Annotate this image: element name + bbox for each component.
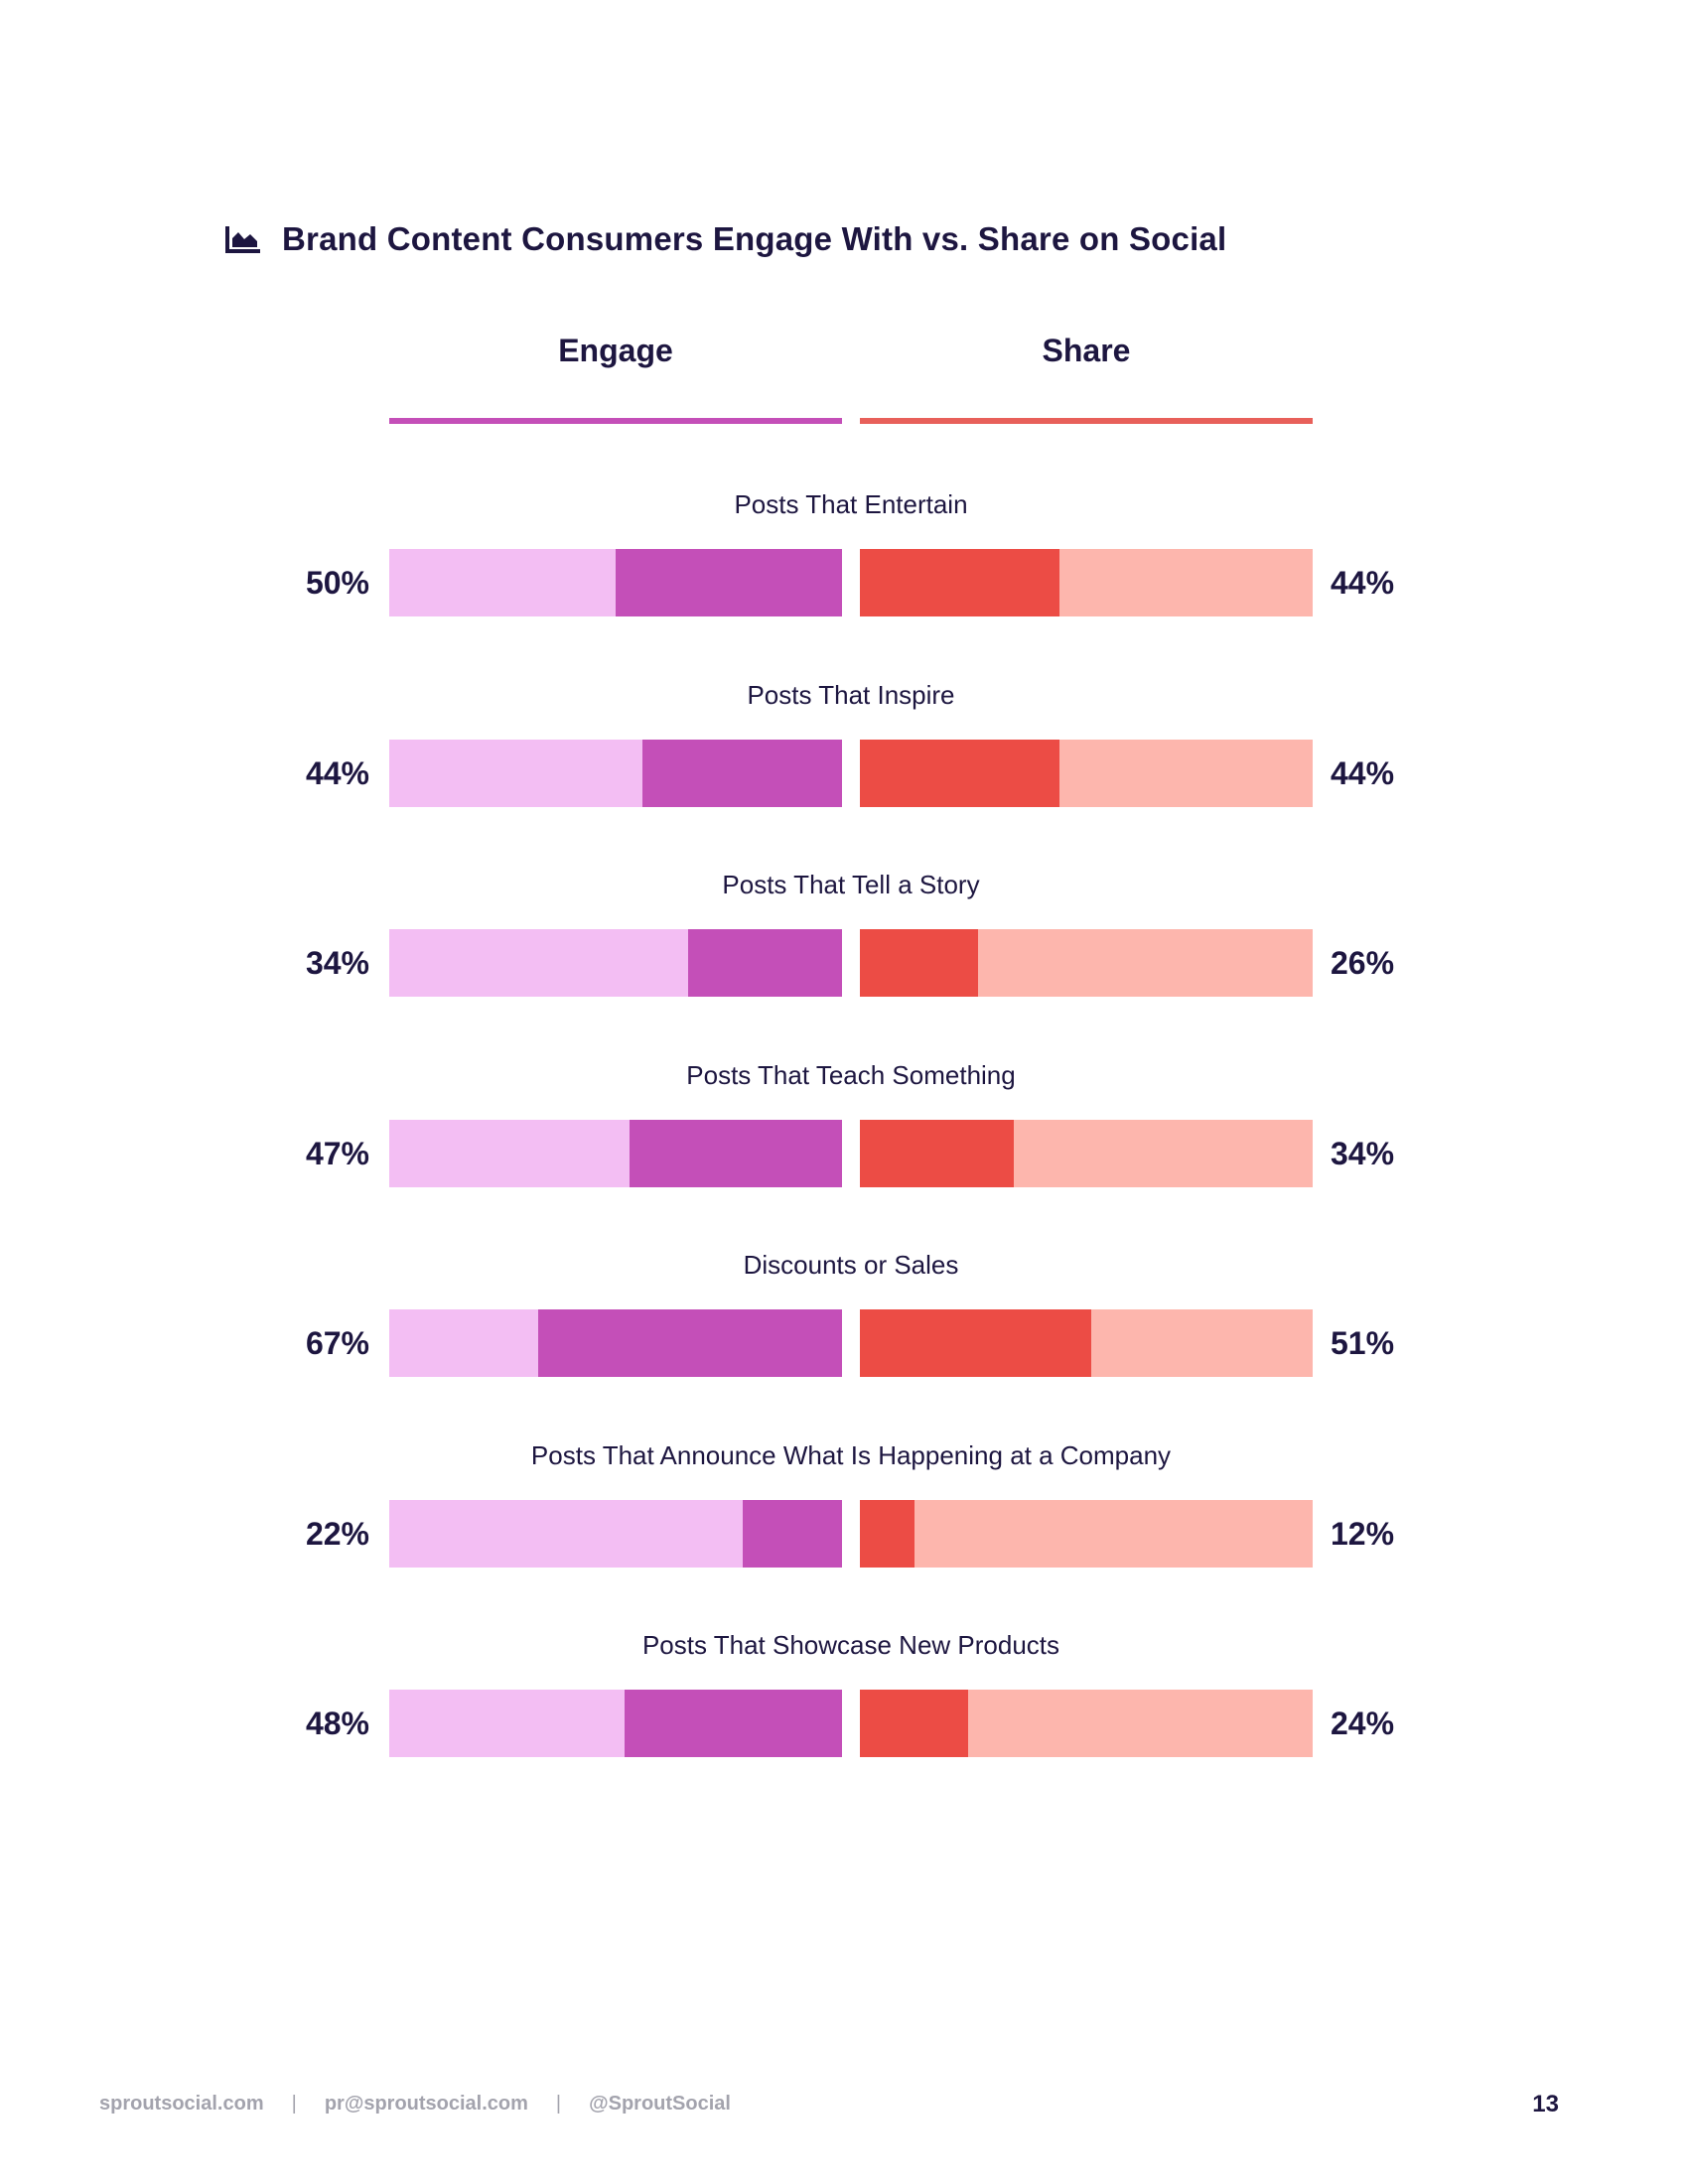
- area-chart-icon: [225, 226, 260, 253]
- footer-separator: |: [291, 2093, 297, 2115]
- share-value-label: 34%: [1331, 1136, 1395, 1171]
- legend-share-line: [860, 418, 1313, 424]
- chart-title: Brand Content Consumers Engage With vs. …: [282, 220, 1227, 257]
- share-bar: [860, 1500, 914, 1568]
- footer-handle[interactable]: @SproutSocial: [589, 2093, 731, 2115]
- share-bar: [860, 549, 1059, 616]
- engage-bar: [538, 1309, 842, 1377]
- engage-value-label: 67%: [305, 1325, 369, 1361]
- share-value-label: 51%: [1331, 1325, 1395, 1361]
- share-bar: [860, 1690, 968, 1757]
- share-bar: [860, 740, 1059, 807]
- category-label: Posts That Teach Something: [686, 1060, 1016, 1090]
- share-value-label: 44%: [1331, 755, 1395, 791]
- category-label: Posts That Entertain: [734, 489, 968, 519]
- engage-bar: [630, 1120, 842, 1187]
- engage-value-label: 47%: [305, 1136, 369, 1171]
- engage-bar: [642, 740, 842, 807]
- footer-separator: |: [555, 2093, 562, 2115]
- category-label: Posts That Inspire: [747, 680, 955, 710]
- engage-value-label: 22%: [305, 1516, 369, 1552]
- category-label: Posts That Tell a Story: [722, 870, 980, 899]
- engage-value-label: 34%: [305, 945, 369, 981]
- engage-bar: [688, 929, 842, 997]
- engage-bar: [625, 1690, 842, 1757]
- share-value-label: 44%: [1331, 565, 1395, 601]
- legend-engage-label: Engage: [558, 333, 673, 368]
- legend-share-label: Share: [1042, 333, 1131, 368]
- engage-bar: [616, 549, 842, 616]
- share-bar: [860, 929, 978, 997]
- chart-title-row: Brand Content Consumers Engage With vs. …: [224, 214, 1226, 264]
- legend-engage-line: [389, 418, 842, 424]
- footer-email[interactable]: pr@sproutsocial.com: [324, 2093, 528, 2115]
- category-label: Posts That Announce What Is Happening at…: [530, 1440, 1172, 1470]
- category-label: Discounts or Sales: [743, 1250, 959, 1280]
- share-bar: [860, 1309, 1091, 1377]
- footer: sproutsocial.com | pr@sproutsocial.com |…: [99, 2093, 731, 2116]
- page-number: 13: [1532, 2091, 1559, 2117]
- share-value-label: 12%: [1331, 1516, 1395, 1552]
- share-value-label: 24%: [1331, 1706, 1395, 1741]
- engage-bar: [743, 1500, 842, 1568]
- share-bar-track: [860, 1500, 1313, 1568]
- share-value-label: 26%: [1331, 945, 1395, 981]
- share-bar: [860, 1120, 1014, 1187]
- engage-value-label: 50%: [305, 565, 369, 601]
- engage-value-label: 48%: [305, 1706, 369, 1741]
- category-label: Posts That Showcase New Products: [641, 1630, 1060, 1660]
- engage-value-label: 44%: [305, 755, 369, 791]
- footer-website[interactable]: sproutsocial.com: [99, 2093, 264, 2115]
